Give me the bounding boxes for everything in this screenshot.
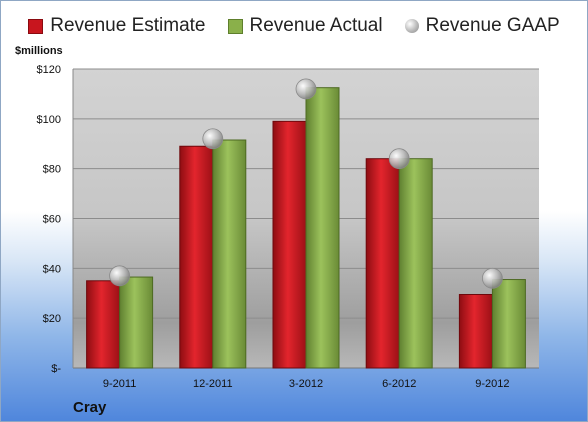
x-tick-label: 12-2011 xyxy=(193,378,233,390)
gaap-marker xyxy=(202,128,224,150)
legend-label-actual: Revenue Actual xyxy=(249,15,383,36)
legend-label-gaap: Revenue GAAP xyxy=(425,15,560,36)
gaap-marker xyxy=(388,148,410,170)
bar-estimate xyxy=(86,280,121,369)
y-tick-label: $120 xyxy=(37,64,61,76)
gaap-marker xyxy=(295,78,317,100)
bar-estimate xyxy=(272,120,307,369)
bar-actual xyxy=(119,276,154,369)
y-tick-label: $20 xyxy=(43,313,61,325)
bar-actual xyxy=(398,158,433,369)
y-tick-label: $80 xyxy=(43,164,61,176)
legend-swatch-actual xyxy=(227,18,243,34)
bar-estimate xyxy=(365,158,400,369)
company-label: Cray xyxy=(73,399,107,416)
bar-actual xyxy=(491,279,526,369)
legend-label-estimate: Revenue Estimate xyxy=(50,15,206,36)
y-tick-label: $100 xyxy=(37,114,61,126)
legend-swatch-estimate xyxy=(28,18,44,34)
x-tick-label: 9-2012 xyxy=(475,378,509,390)
gaap-marker xyxy=(481,267,503,289)
legend: Revenue Estimate Revenue Actual Revenue … xyxy=(1,15,587,37)
y-tick-label: $40 xyxy=(43,263,61,275)
y-unit-label: $millions xyxy=(15,45,63,57)
bar-estimate xyxy=(179,145,214,369)
legend-item-estimate: Revenue Estimate xyxy=(28,15,206,37)
bar-estimate xyxy=(458,293,493,369)
y-tick-label: $60 xyxy=(43,214,61,226)
x-tick-label: 6-2012 xyxy=(382,378,416,390)
gaap-marker xyxy=(109,265,130,287)
legend-swatch-gaap xyxy=(404,19,419,33)
legend-item-actual: Revenue Actual xyxy=(227,15,383,37)
legend-item-gaap: Revenue GAAP xyxy=(404,15,560,37)
x-tick-label: 9-2011 xyxy=(103,378,136,390)
x-tick-label: 3-2012 xyxy=(289,378,323,390)
bar-actual xyxy=(212,139,247,369)
bar-actual xyxy=(305,87,340,369)
y-tick-label: $- xyxy=(51,363,61,375)
